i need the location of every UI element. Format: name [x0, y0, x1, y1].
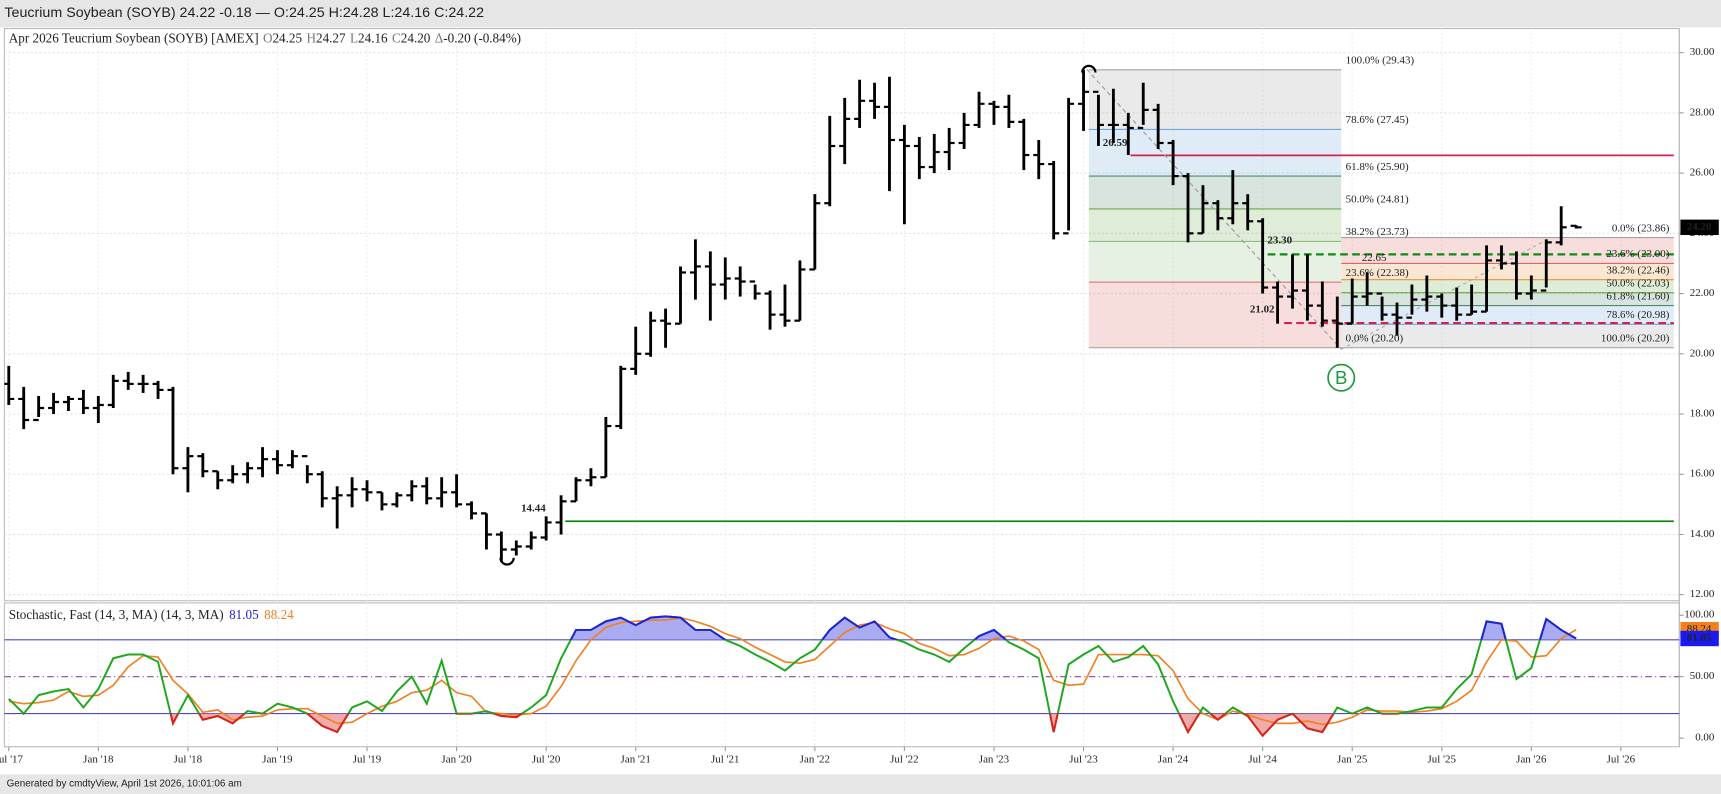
signal-label: B: [1335, 367, 1347, 388]
y-tick-label: 20.00: [1690, 347, 1715, 359]
x-tick-label: Jul '24: [1248, 753, 1277, 765]
level-label: 23.30: [1267, 235, 1292, 247]
legend-value: 24.20: [401, 31, 431, 46]
stoch-d-value: 88.24: [264, 607, 294, 622]
y-tick-label: 16.00: [1690, 468, 1715, 480]
fib-label: 38.2% (23.73): [1346, 226, 1409, 238]
y-tick-label: 50.00: [1690, 670, 1715, 682]
stoch-k-under: [22, 713, 1404, 738]
fib-label: 50.0% (24.81): [1346, 194, 1409, 206]
level-label: 21.02: [1250, 303, 1275, 315]
legend-title: Apr 2026 Teucrium Soybean (SOYB) [AMEX]: [9, 31, 259, 46]
x-tick-label: Jan '19: [262, 753, 293, 765]
stoch-d-line: [8, 616, 1577, 726]
x-tick-label: Jan '25: [1337, 753, 1368, 765]
y-tick-label: 18.00: [1690, 408, 1715, 420]
fib-band: [1341, 263, 1674, 280]
footer-bar: [0, 774, 1721, 794]
price-label: 22.65: [1362, 252, 1387, 264]
legend-value: 24.25: [272, 31, 302, 46]
x-tick-label: Jul '22: [890, 753, 918, 765]
legend-value: -0.20 (-0.84%): [443, 31, 521, 46]
fib-label: 0.0% (23.86): [1612, 222, 1670, 234]
x-tick-label: Jul '25: [1428, 753, 1457, 765]
k-value-label: 81.05: [1687, 632, 1712, 644]
main-panel: [3, 28, 1680, 602]
last-price-label: 24.20: [1687, 221, 1712, 233]
signal-circle: [1327, 363, 1356, 392]
fib-label: 23.6% (23.00): [1606, 248, 1669, 260]
fib-band: [1341, 279, 1674, 293]
x-tick-label: Jan '21: [621, 753, 651, 765]
k-value-box: [1680, 630, 1719, 647]
x-tick-label: Jan '26: [1516, 753, 1547, 765]
fib-band: [1341, 305, 1674, 325]
stoch-k-value: 81.05: [229, 607, 259, 622]
x-tick-label: Jul '20: [532, 753, 561, 765]
x-tick-label: Jul '19: [353, 753, 382, 765]
labels: Apr 2026 Teucrium Soybean (SOYB) [AMEX] O…: [9, 31, 1670, 623]
chart-legend: Apr 2026 Teucrium Soybean (SOYB) [AMEX] O…: [9, 31, 521, 46]
fib-label: 38.2% (22.46): [1606, 264, 1669, 276]
legend-key: O: [263, 31, 273, 46]
fib-band: [1341, 324, 1674, 348]
fib-band: [1088, 241, 1342, 283]
x-tick-label: Jan '23: [979, 753, 1010, 765]
legend-key: L: [350, 31, 358, 46]
fib-band: [1088, 282, 1342, 348]
fib-label: 0.0% (20.20): [1346, 332, 1404, 344]
fib-label: 78.6% (20.98): [1606, 309, 1669, 321]
y-tick-label: 28.00: [1690, 106, 1715, 118]
y-tick-label: 30.00: [1690, 46, 1715, 58]
fib-label: 100.0% (29.43): [1346, 55, 1415, 67]
fib-band: [1088, 69, 1342, 130]
fib-label: 100.0% (20.20): [1601, 332, 1670, 344]
legend-key: C: [392, 31, 401, 46]
fib-band: [1088, 129, 1342, 177]
grid: [4, 28, 1680, 747]
legend-key: Δ: [435, 31, 443, 46]
x-tick-label: Jul '23: [1069, 753, 1098, 765]
fib-layer: [565, 69, 1674, 523]
stoch-title: Stochastic, Fast (14, 3, MA) (14, 3, MA): [9, 607, 224, 622]
y-tick-label: 0.00: [1695, 732, 1715, 744]
legend-value: 24.16: [358, 31, 388, 46]
fib-label: 50.0% (22.03): [1606, 277, 1669, 289]
x-tick-label: Jan '18: [83, 753, 114, 765]
fib-label: 61.8% (25.90): [1346, 161, 1409, 173]
fib-band: [1341, 237, 1674, 264]
level-label: 14.44: [521, 503, 546, 515]
y-tick-label: 12.00: [1690, 588, 1715, 600]
fib-band: [1088, 208, 1342, 242]
x-tick-label: Jul '17: [0, 753, 24, 765]
x-tick-label: Jan '24: [1158, 753, 1189, 765]
x-tick-label: Jul '26: [1607, 753, 1636, 765]
fib-label: 23.6% (22.38): [1346, 267, 1409, 279]
y-tick-label: 14.00: [1690, 528, 1715, 540]
header-text: Teucrium Soybean (SOYB) 24.22 -0.18 — O:…: [4, 5, 484, 21]
level-label: 26.59: [1103, 137, 1128, 149]
last-price-box: [1680, 219, 1719, 235]
x-tick-label: Jan '22: [800, 753, 830, 765]
footer-text: Generated by cmdtyView, April 1st 2026, …: [7, 779, 242, 790]
fib-label: 61.8% (21.60): [1606, 290, 1669, 302]
legend-key: H: [306, 31, 316, 46]
y-tick-label: 22.00: [1690, 287, 1715, 299]
price-bars: [4, 69, 1582, 562]
x-tick-label: Jul '18: [174, 753, 203, 765]
fib-band: [1341, 292, 1674, 306]
y-tick-label: 26.00: [1690, 167, 1715, 179]
stoch-legend: Stochastic, Fast (14, 3, MA) (14, 3, MA)…: [9, 607, 294, 622]
legend-value: 24.27: [316, 31, 346, 46]
x-tick-label: Jul '21: [711, 753, 739, 765]
y-tick-label: 100.00: [1684, 609, 1715, 621]
fib-label: 78.6% (27.45): [1346, 114, 1409, 126]
header-bar: [0, 0, 1721, 28]
x-tick-label: Jan '20: [441, 753, 472, 765]
